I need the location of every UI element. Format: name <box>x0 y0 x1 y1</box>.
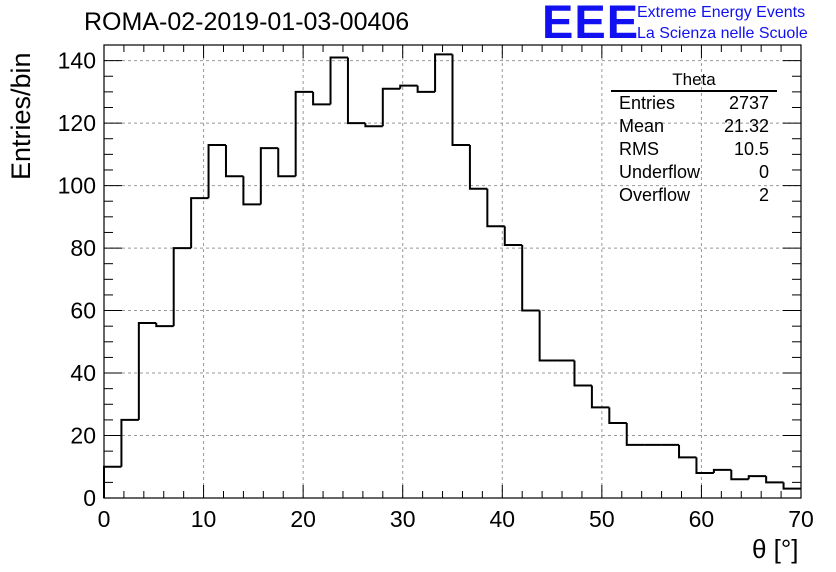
histogram-bin <box>765 476 784 484</box>
histogram-bin <box>538 310 558 362</box>
stats-row-mean: Mean 21.32 <box>611 115 777 138</box>
histogram-bin <box>294 90 314 177</box>
histogram-bin <box>312 91 331 106</box>
plot-frame <box>103 44 802 499</box>
stats-box: Theta Entries 2737 Mean 21.32 RMS 10.5 U… <box>611 70 777 207</box>
histogram-bin <box>381 87 401 127</box>
y-axis-label: Entries/bin <box>6 52 36 180</box>
stats-row-entries: Entries 2737 <box>611 92 777 115</box>
histogram-bin <box>364 123 383 128</box>
histogram-bin <box>503 226 523 246</box>
histogram-bin <box>695 457 714 475</box>
histogram-bin <box>137 322 157 420</box>
histogram-bin <box>625 423 645 446</box>
y-tick-label: 140 <box>58 48 96 74</box>
histogram-bin <box>521 244 540 312</box>
histogram-bin <box>678 444 697 459</box>
histogram-bin <box>782 482 801 490</box>
histogram-bin <box>155 323 174 328</box>
stats-value: 21.32 <box>723 116 769 136</box>
histogram-bin <box>277 148 296 178</box>
histogram-bin <box>434 53 453 92</box>
y-tick-label: 0 <box>83 485 96 511</box>
stats-value: 0 <box>758 162 769 182</box>
y-tick-label: 100 <box>58 173 96 199</box>
run-title: ROMA-02-2019-01-03-00406 <box>84 8 410 36</box>
x-tick-label: 30 <box>390 506 416 532</box>
stats-label: RMS <box>619 139 659 159</box>
y-tick-label: 80 <box>70 235 96 261</box>
x-tick-label: 0 <box>98 506 111 532</box>
histogram-bin <box>712 468 732 474</box>
histogram-bin <box>573 360 592 387</box>
histogram-bin <box>747 475 767 480</box>
histogram-bin <box>190 197 209 249</box>
histogram-bin <box>416 85 436 93</box>
logo-line2: La Scienza nelle Scuole <box>637 25 808 42</box>
histogram-bin <box>172 247 192 327</box>
histogram-bin <box>120 418 139 467</box>
stats-value: 2 <box>758 185 769 205</box>
histogram-bin <box>730 469 749 481</box>
logo-mark: EEE <box>542 0 640 48</box>
stats-row-underflow: Underflow 0 <box>611 161 777 184</box>
x-tick-label: 50 <box>589 506 615 532</box>
stats-value: 2737 <box>728 93 769 113</box>
y-tick-label: 40 <box>70 360 96 386</box>
histogram-bin <box>451 54 470 146</box>
x-axis-label: θ [°] <box>752 534 799 564</box>
x-tick-label: 40 <box>489 506 515 532</box>
stats-label: Mean <box>619 116 665 136</box>
stats-label: Overflow <box>619 185 691 205</box>
stats-value: 10.5 <box>733 139 769 159</box>
y-tick-label: 60 <box>70 298 96 324</box>
histogram-bin <box>242 176 261 206</box>
histogram-bin <box>207 143 226 199</box>
histogram-bin <box>329 56 348 105</box>
stats-label: Entries <box>619 93 676 113</box>
stats-row-rms: RMS 10.5 <box>611 138 777 161</box>
histogram-bin <box>608 407 627 425</box>
stats-label: Underflow <box>619 162 701 182</box>
logo-line1: Extreme Energy Events <box>637 4 806 21</box>
histogram-bin <box>486 188 505 228</box>
stats-row-overflow: Overflow 2 <box>611 184 777 207</box>
histogram-bin <box>590 385 610 409</box>
stats-title: Theta <box>611 70 777 92</box>
x-tick-label: 70 <box>788 506 814 532</box>
histogram-bin <box>468 144 488 190</box>
y-tick-label: 20 <box>70 423 96 449</box>
x-tick-label: 10 <box>191 506 217 532</box>
x-tick-label: 20 <box>290 506 316 532</box>
histogram-bin <box>259 147 279 205</box>
histogram-bin <box>399 84 418 89</box>
x-tick-label: 60 <box>689 506 715 532</box>
y-tick-label: 120 <box>58 110 96 136</box>
histogram-bin <box>224 144 244 178</box>
histogram-bin <box>346 57 366 125</box>
